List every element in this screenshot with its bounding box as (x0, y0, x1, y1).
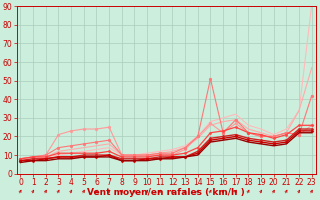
X-axis label: Vent moyen/en rafales ( km/h ): Vent moyen/en rafales ( km/h ) (87, 188, 245, 197)
